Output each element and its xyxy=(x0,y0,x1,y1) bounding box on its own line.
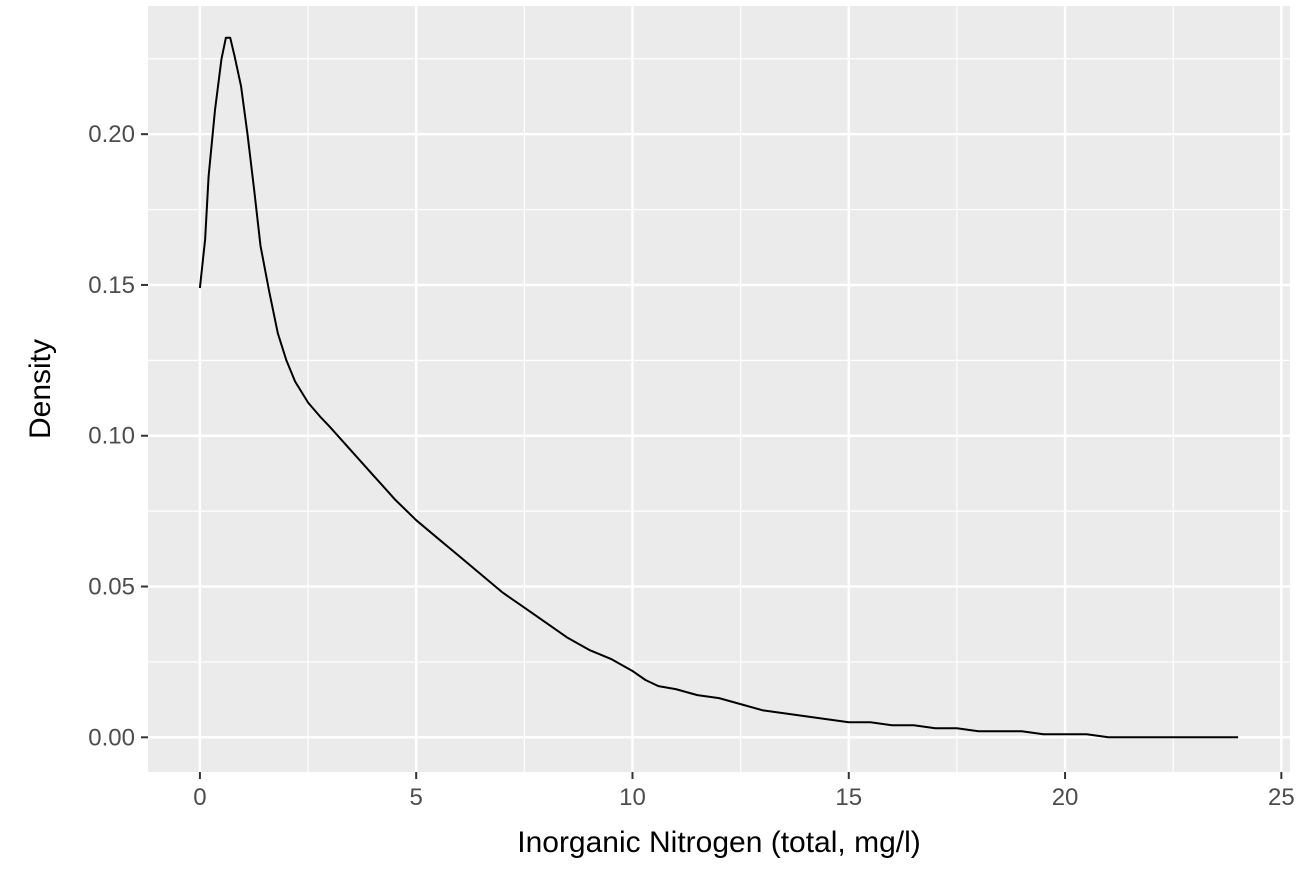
x-tick-label: 0 xyxy=(193,784,206,811)
x-tick-label: 5 xyxy=(410,784,423,811)
x-axis-title: Inorganic Nitrogen (total, mg/l) xyxy=(517,826,921,859)
y-tick-label: 0.15 xyxy=(88,272,135,299)
tick-labels: 0 5 10 15 20 25 0.00 0.05 0.10 0.15 0.20 xyxy=(88,121,1294,811)
y-tick-label: 0.10 xyxy=(88,423,135,450)
axis-ticks xyxy=(141,133,1283,779)
x-tick-label: 25 xyxy=(1268,784,1295,811)
y-tick-label: 0.20 xyxy=(88,121,135,148)
y-tick-label: 0.00 xyxy=(88,724,135,751)
density-curve xyxy=(198,36,1239,739)
y-tick-label: 0.05 xyxy=(88,574,135,601)
y-axis-title: Density xyxy=(24,339,57,439)
x-tick-label: 15 xyxy=(835,784,862,811)
plot-panel xyxy=(148,6,1290,772)
x-tick-label: 20 xyxy=(1052,784,1079,811)
x-tick-label: 10 xyxy=(619,784,646,811)
